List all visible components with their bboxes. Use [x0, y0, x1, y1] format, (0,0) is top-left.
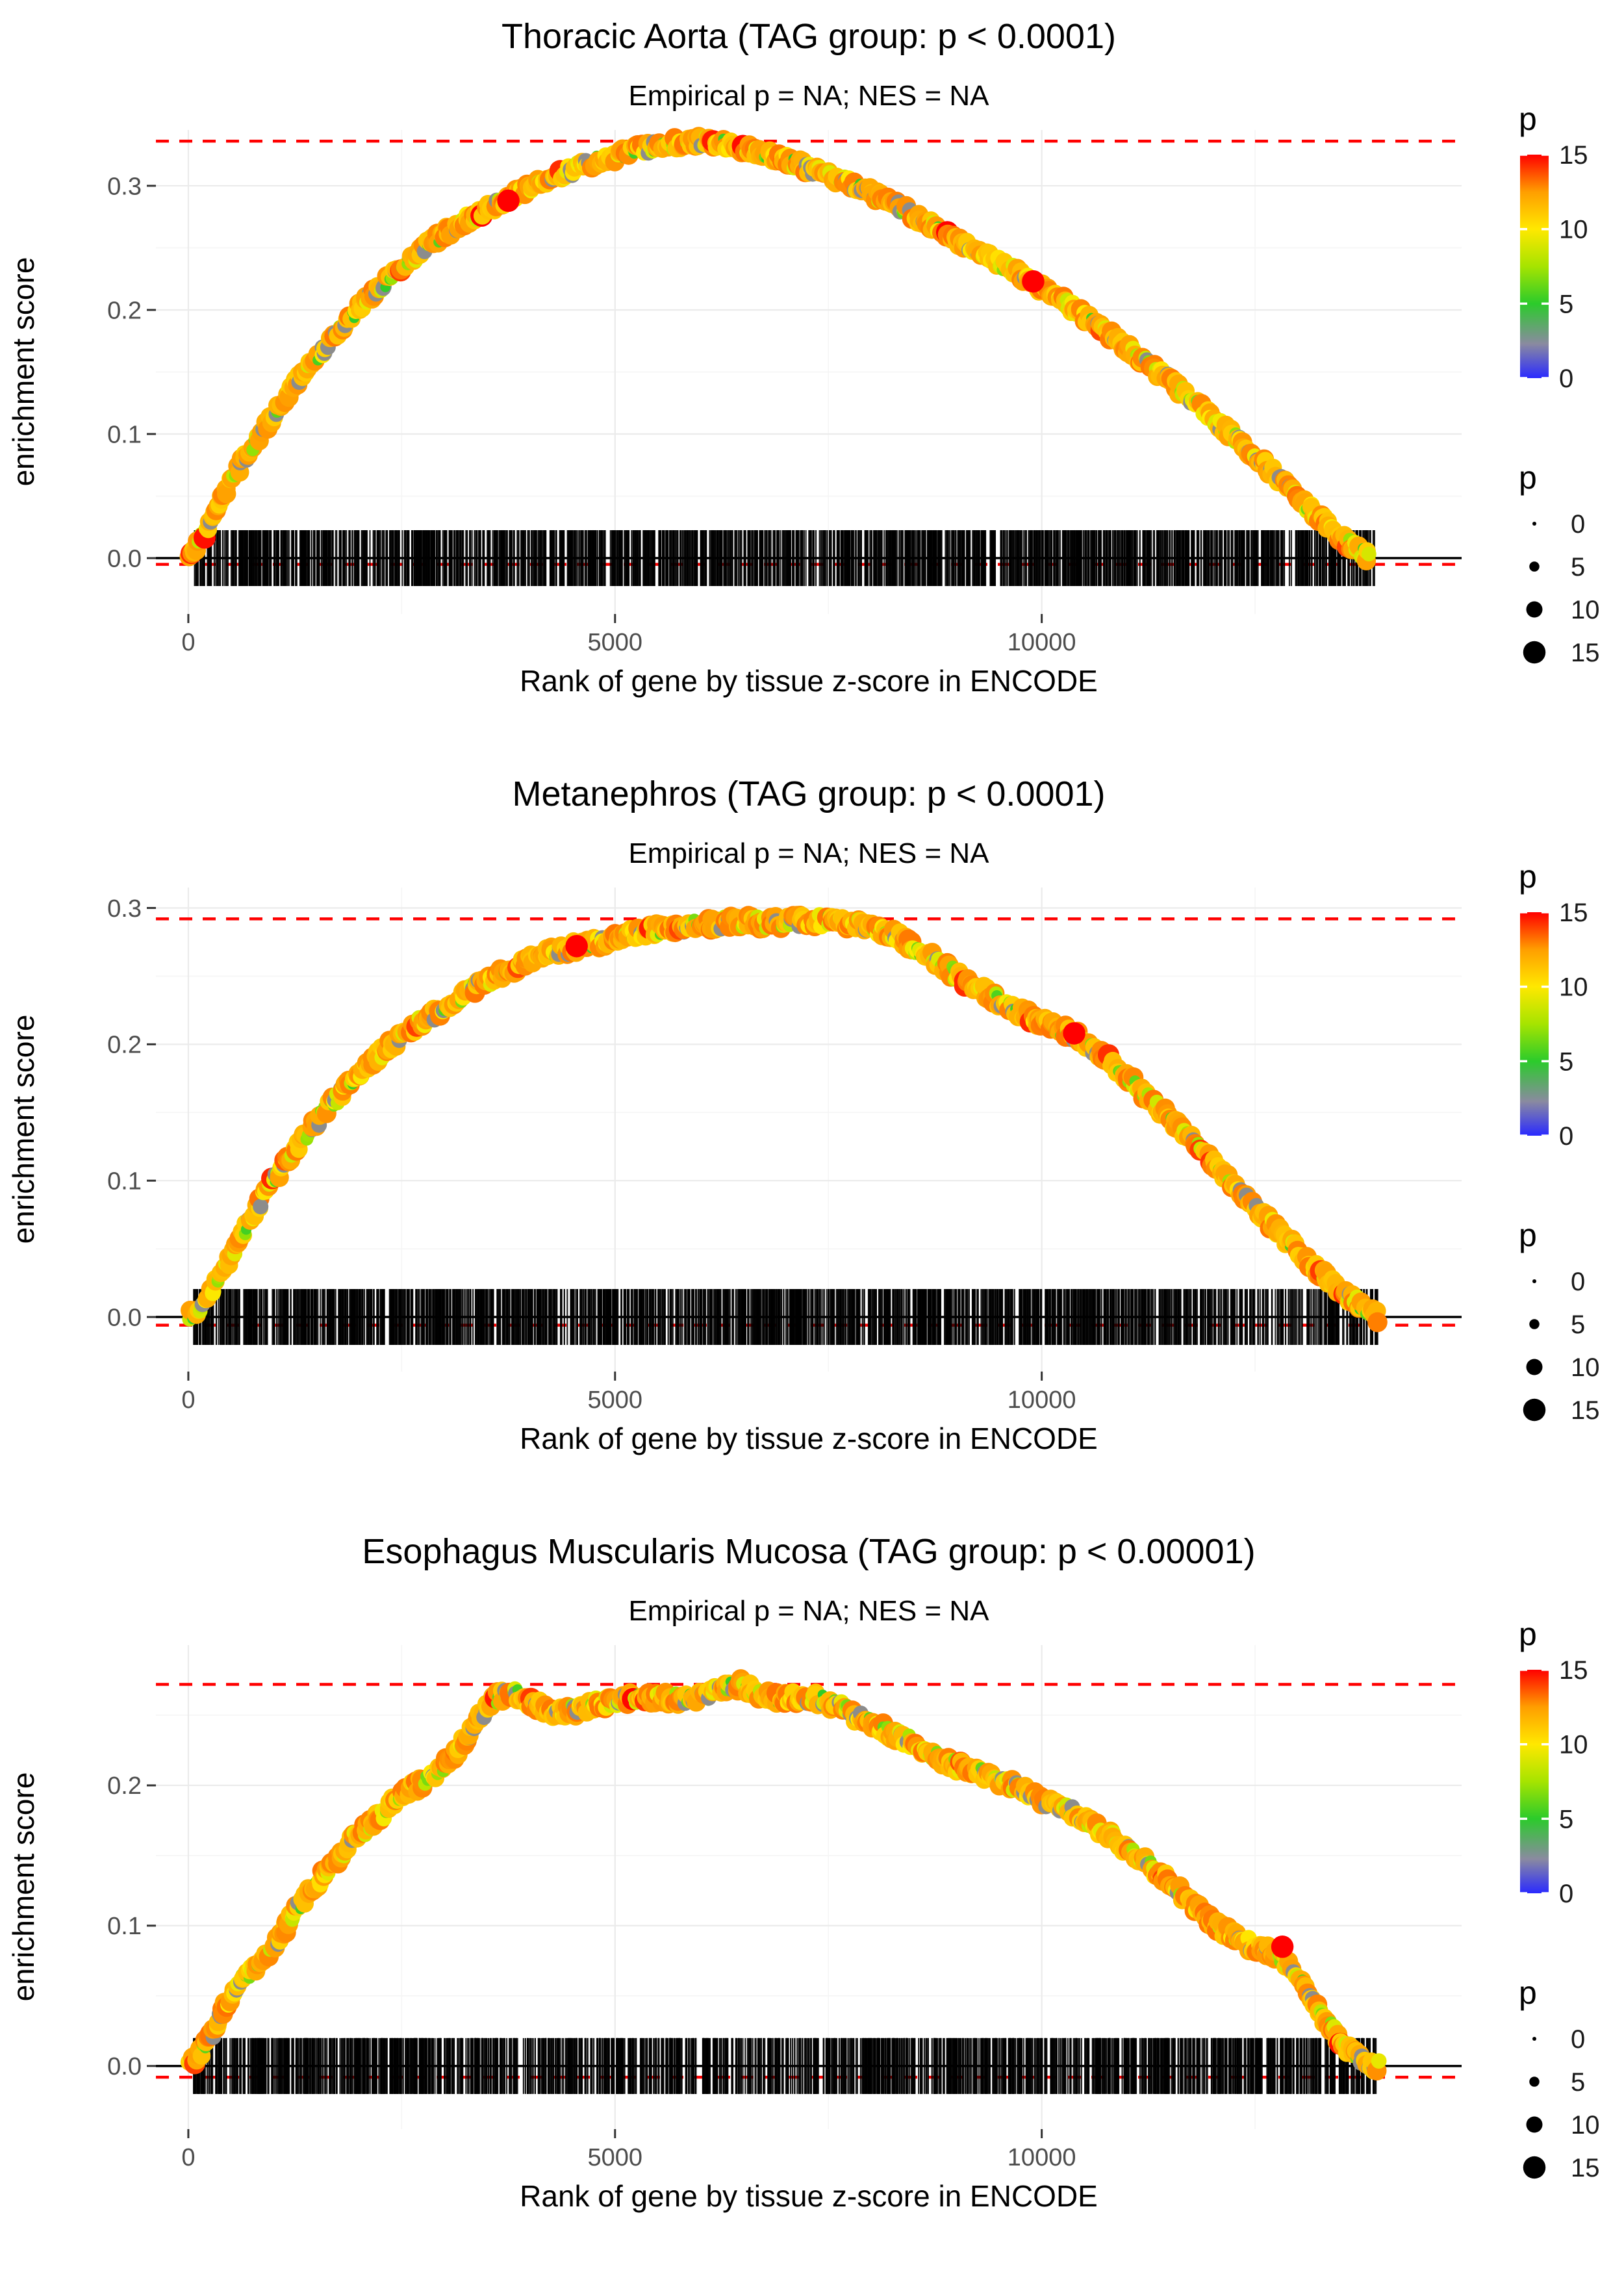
color-legend-label: 10	[1559, 216, 1588, 244]
highlight-point	[497, 189, 520, 212]
highlight-point	[1022, 270, 1045, 293]
enrichment-curve-path	[186, 917, 1380, 1320]
axes: 0.0 0.1 0.2 0.3 0 5000 10000	[107, 173, 1076, 656]
size-legend-dot	[1529, 1319, 1540, 1329]
size-legend-label: 10	[1571, 596, 1600, 624]
enrichment-points	[181, 906, 1388, 1333]
color-legend-label: 0	[1559, 364, 1573, 393]
size-legend-title: p	[1519, 459, 1537, 496]
enrichment-point	[253, 1199, 269, 1215]
plot-title: Thoracic Aorta (TAG group: p < 0.0001)	[501, 17, 1116, 56]
y-tick-label: 0.1	[107, 1168, 142, 1195]
plot-subtitle: Empirical p = NA; NES = NA	[628, 837, 989, 869]
x-axis-label: Rank of gene by tissue z-score in ENCODE	[520, 1422, 1098, 1455]
y-axis-label: enrichment score	[6, 1015, 40, 1244]
color-legend-label: 15	[1559, 899, 1588, 927]
color-legend: p 0 5 10 15	[1519, 101, 1588, 393]
y-tick-label: 0.3	[107, 173, 142, 200]
size-legend-label: 0	[1571, 1268, 1585, 1296]
gene-rug	[193, 1289, 1378, 1346]
plot-render-layer: 0.0 0.1 0.2 0.3 0 5000 10000 p 0 5 10 15 p 0 5 10 15	[107, 858, 1599, 1425]
color-legend-label: 5	[1559, 1047, 1573, 1076]
size-legend-label: 5	[1571, 553, 1585, 581]
size-legend-dot	[1526, 1359, 1543, 1375]
y-tick-label: 0.2	[107, 297, 142, 324]
plot-render-layer: 0.0 0.1 0.2 0.3 0 5000 10000 p 0 5 10 15 p 0 5 10 15	[107, 101, 1599, 667]
y-axis-label: enrichment score	[6, 257, 40, 487]
enrichment-points	[179, 127, 1377, 570]
enrichment-point	[1361, 546, 1377, 562]
x-tick-label: 5000	[588, 1386, 643, 1414]
highlight-point	[565, 934, 588, 958]
highlight-point	[1063, 1022, 1085, 1045]
panel-thoracic-aorta: 0.0 0.1 0.2 0.3 0 5000 10000 p 0 5 10 15 p 0 5 10 15 Tho…	[0, 0, 1624, 758]
x-axis-label: Rank of gene by tissue z-score in ENCODE	[520, 664, 1098, 698]
y-tick-label: 0.1	[107, 421, 142, 448]
color-legend-bar	[1520, 912, 1549, 1136]
size-legend: p 0 5 10 15	[1519, 459, 1600, 667]
color-legend: p 0 5 10 15	[1519, 858, 1588, 1151]
enrichment-point	[1367, 1312, 1388, 1333]
x-tick-label: 0	[181, 1386, 195, 1414]
y-tick-label: 0.0	[107, 545, 142, 572]
enrichment-plot-thoracic-aorta: 0.0 0.1 0.2 0.3 0 5000 10000 p 0 5 10 15 p 0 5 10 15 Tho…	[6, 17, 1600, 698]
color-legend-label: 10	[1559, 973, 1588, 1002]
panel-esophagus-muscularis-mucosa: 0.0 0.1 0.2 0 5000 10000 p 0 5 10 15 p 0 5 10 15 Esopha…	[0, 1515, 1624, 2273]
axes: 0.0 0.1 0.2 0.3 0 5000 10000	[107, 895, 1076, 1414]
panel-metanephros: 0.0 0.1 0.2 0.3 0 5000 10000 p 0 5 10 15 p 0 5 10 15 Met…	[0, 758, 1624, 1515]
size-legend-dot	[1523, 1398, 1546, 1422]
x-tick-label: 10000	[1008, 629, 1076, 656]
size-legend-label: 10	[1571, 1353, 1600, 1382]
plot-title: Metanephros (TAG group: p < 0.0001)	[512, 774, 1105, 813]
size-legend-dot	[1523, 641, 1546, 664]
enrichment-plot-metanephros: 0.0 0.1 0.2 0.3 0 5000 10000 p 0 5 10 15 p 0 5 10 15 Met…	[6, 774, 1600, 1455]
enrichment-point	[217, 484, 236, 504]
color-legend-label: 5	[1559, 290, 1573, 318]
x-tick-label: 5000	[588, 629, 643, 656]
size-legend-title: p	[1519, 1217, 1537, 1253]
color-legend-title: p	[1519, 858, 1537, 895]
y-tick-label: 0.3	[107, 895, 142, 923]
size-legend: p 0 5 10 15	[1519, 1217, 1600, 1425]
gene-rug	[194, 530, 1375, 587]
y-tick-label: 0.2	[107, 1032, 142, 1059]
size-legend-dot	[1532, 522, 1536, 526]
size-legend-label: 15	[1571, 639, 1600, 667]
color-legend-label: 15	[1559, 141, 1588, 170]
size-legend-dot	[1532, 1279, 1536, 1283]
plot-subtitle: Empirical p = NA; NES = NA	[628, 80, 989, 112]
size-legend-label: 0	[1571, 510, 1585, 539]
color-legend-title: p	[1519, 101, 1537, 137]
size-legend-dot	[1526, 601, 1543, 618]
size-legend-label: 15	[1571, 1396, 1600, 1425]
y-tick-label: 0.0	[107, 1304, 142, 1331]
size-legend-label: 5	[1571, 1310, 1585, 1339]
color-legend-label: 0	[1559, 1122, 1573, 1151]
x-tick-label: 10000	[1008, 1386, 1076, 1414]
x-tick-label: 0	[181, 629, 195, 656]
size-legend-dot	[1529, 561, 1540, 572]
color-legend-bar	[1520, 155, 1549, 378]
